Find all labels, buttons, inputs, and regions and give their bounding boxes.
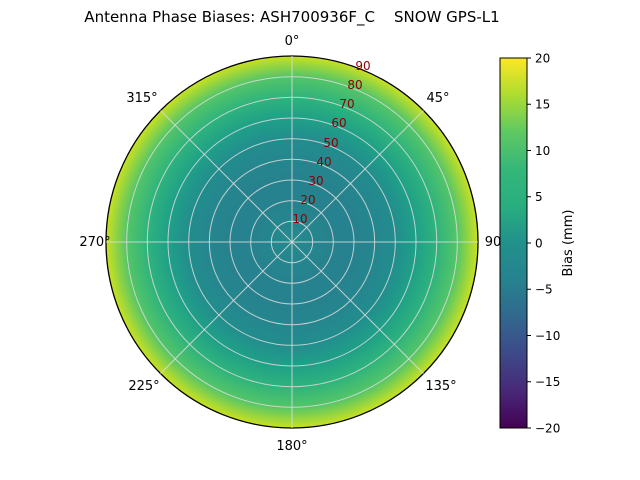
colorbar-tick-labels: 20 15 10 5 0 −5 −10 −15 −20 (535, 52, 560, 436)
radial-tick-50: 50 (323, 136, 338, 150)
angle-label-0: 0° (285, 34, 300, 49)
colorbar-axis-label: Bias (mm) (561, 210, 576, 277)
colorbar-tick-marks (527, 57, 531, 429)
radial-tick-30: 30 (308, 174, 323, 188)
cbar-tick-5: 5 (535, 190, 543, 204)
angle-label-315: 315° (126, 91, 157, 106)
cbar-tick-n20: −20 (535, 422, 560, 436)
angle-label-135: 135° (425, 379, 456, 394)
cbar-tick-10: 10 (535, 144, 550, 158)
radial-tick-40: 40 (316, 155, 331, 169)
colorbar: 20 15 10 5 0 −5 −10 −15 −20 Bias (mm) (499, 52, 576, 436)
radial-tick-70: 70 (339, 97, 354, 111)
chart-title: Antenna Phase Biases: ASH700936F_C SNOW … (84, 8, 500, 26)
angle-label-45: 45° (426, 91, 449, 106)
cbar-tick-15: 15 (535, 98, 550, 112)
cbar-tick-20: 20 (535, 52, 550, 66)
cbar-tick-n15: −15 (535, 375, 560, 389)
angle-label-90: 90 (485, 235, 502, 250)
azimuth-gridlines (106, 56, 478, 428)
radial-tick-60: 60 (331, 116, 346, 130)
cbar-tick-n10: −10 (535, 329, 560, 343)
angle-label-270: 270° (79, 235, 110, 250)
cbar-tick-0: 0 (535, 237, 543, 251)
cbar-tick-n5: −5 (535, 283, 553, 297)
radial-tick-20: 20 (300, 193, 315, 207)
angle-label-225: 225° (128, 379, 159, 394)
azimuth-labels: 0° 45° 90 135° 180° 225° 270° 315° (79, 34, 501, 454)
radial-tick-labels: 10 20 30 40 50 60 70 80 90 (292, 59, 370, 226)
radial-tick-10: 10 (292, 212, 307, 226)
colorbar-gradient (499, 57, 528, 429)
radial-tick-80: 80 (347, 78, 362, 92)
radial-tick-90: 90 (355, 59, 370, 73)
angle-label-180: 180° (276, 439, 307, 454)
